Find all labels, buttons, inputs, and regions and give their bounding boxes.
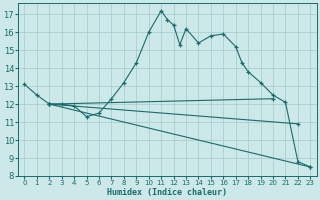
- X-axis label: Humidex (Indice chaleur): Humidex (Indice chaleur): [108, 188, 228, 197]
